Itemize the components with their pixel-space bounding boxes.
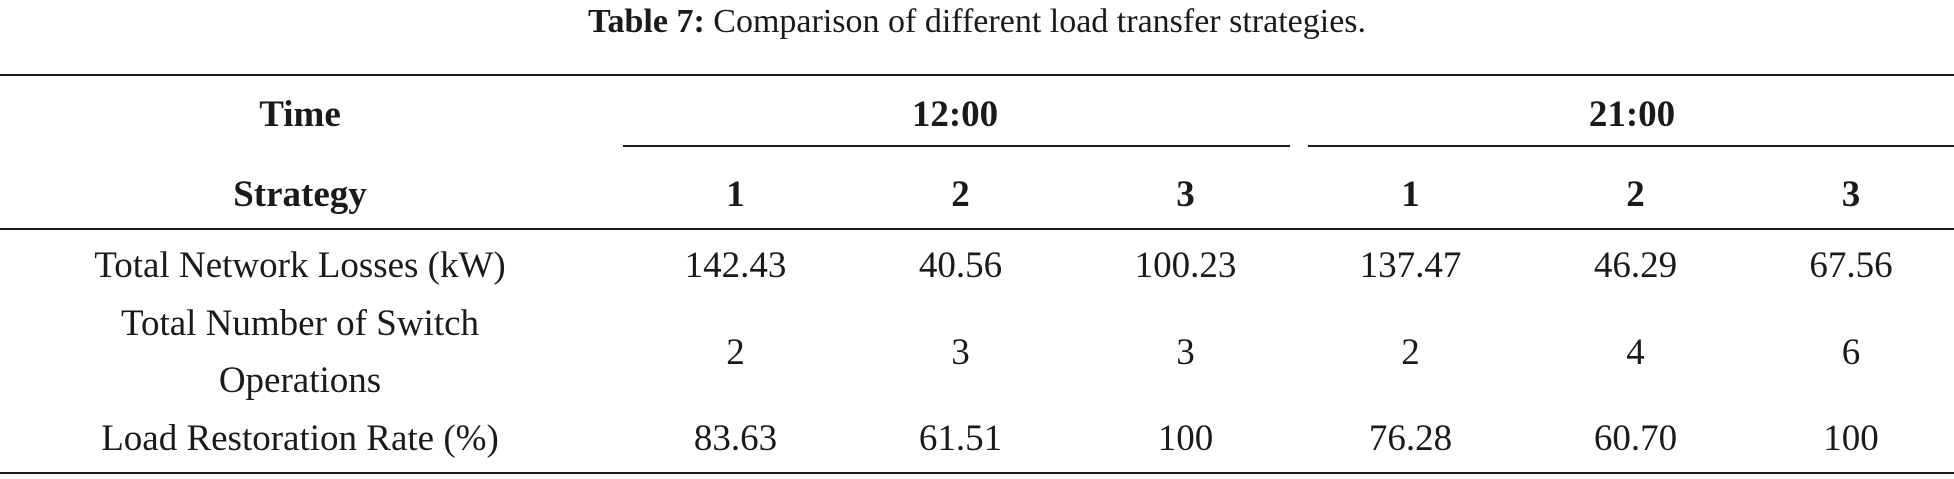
table-cell: 100 (1823, 418, 1879, 459)
header-strategy-2: 2 (951, 174, 970, 215)
table-cell: 100.23 (1134, 245, 1237, 286)
table-cell: 61.51 (918, 418, 1003, 459)
table-cell: 3 (951, 332, 970, 373)
table-cell: 67.56 (1809, 245, 1893, 286)
group-rule-2100 (1308, 145, 1954, 147)
row-restoration-rate-label: Load Restoration Rate (%) (101, 418, 499, 459)
table-cell: 3 (1176, 332, 1195, 373)
group-rule-1200 (623, 145, 1290, 147)
header-strategy-4: 1 (1401, 174, 1420, 215)
table-caption: Table 7: Comparison of different load tr… (0, 0, 1954, 42)
table-cell: 83.63 (693, 418, 778, 459)
header-group-1200: 12:00 (911, 94, 999, 135)
header-strategy-6: 3 (1841, 174, 1861, 215)
header-time: Time (259, 94, 341, 135)
row-network-losses-label: Total Network Losses (kW) (94, 245, 506, 286)
table-cell: 100 (1157, 418, 1214, 459)
table-bottom-rule (0, 472, 1954, 474)
header-strategy: Strategy (233, 174, 367, 215)
table-cell: 137.47 (1359, 245, 1462, 286)
table-cell: 2 (726, 332, 745, 373)
row-switch-operations-label-line2: Operations (218, 360, 382, 401)
table-cell: 40.56 (918, 245, 1003, 286)
table-cell: 4 (1626, 332, 1645, 373)
table-cell: 76.28 (1368, 418, 1453, 459)
table-mid-rule (0, 228, 1954, 230)
table-cell: 2 (1401, 332, 1420, 373)
header-group-2100: 21:00 (1588, 94, 1676, 135)
table-cell: 46.29 (1593, 245, 1678, 286)
row-switch-operations-label-line1: Total Number of Switch (120, 303, 480, 344)
table-cell: 60.70 (1593, 418, 1678, 459)
table-caption-text: Comparison of different load transfer st… (713, 3, 1367, 40)
header-strategy-3: 3 (1176, 174, 1195, 215)
header-strategy-5: 2 (1626, 174, 1645, 215)
table-top-rule (0, 74, 1954, 76)
table-caption-label: Table 7: (587, 3, 705, 40)
table-cell: 6 (1841, 332, 1861, 373)
header-strategy-1: 1 (726, 174, 745, 215)
table-cell: 142.43 (684, 245, 787, 286)
